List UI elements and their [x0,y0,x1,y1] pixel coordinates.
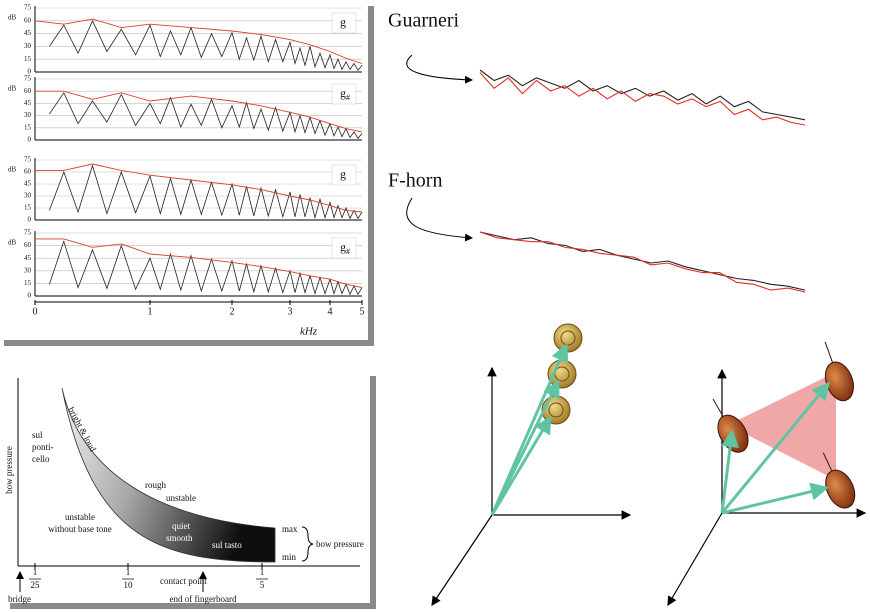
brace [302,527,313,561]
horn [542,396,570,424]
fraction-denominator: 5 [260,580,265,590]
x-tick-label: 3 [288,306,293,317]
range-label: max [282,524,298,534]
contact-ticks: 1 25 1 10 1 5 [29,563,268,590]
range-label: min [282,552,297,562]
fraction-numerator: 1 [260,567,265,577]
y-tick-label: 30 [24,111,32,119]
region-label: rough [145,480,166,490]
fraction-numerator: 1 [126,567,131,577]
region-label: quiet [172,521,190,531]
vector [492,382,558,515]
y-tick-label: 0 [28,292,32,300]
panel-shadow [4,340,374,346]
region-label: sul tasto [212,540,242,550]
panel-shadow [370,376,376,608]
spectrum-line [49,241,362,294]
y-tick-label: 75 [24,4,32,12]
y-tick-label: 0 [28,136,32,144]
y-tick-label: 45 [24,254,32,262]
range-label: bow pressure [316,539,364,549]
y-tick-label: 45 [24,29,32,37]
y-tick-label: 45 [24,99,32,107]
region-label: unstable [166,493,196,503]
y-axis-label: dB [8,239,17,247]
y-tick-label: 0 [28,216,32,224]
spectrum-line [49,166,362,219]
panel-label: g [340,167,346,181]
bow-diagram: bow pressure sul ponti- cello bright & l… [4,376,376,609]
y-axis-label: dB [8,85,17,93]
panel-label: g [340,167,346,181]
axis-label: bow pressure [4,446,14,494]
arrow [407,198,472,238]
y-tick-label: 75 [24,229,32,237]
panel-shadow [368,6,374,346]
y-tick-label: 75 [24,156,32,164]
panel-label: # [346,247,350,256]
profile-line [480,70,805,120]
vector [492,418,550,515]
panel-label: g [340,15,346,29]
triangle [728,372,836,480]
y-tick-label: 15 [24,279,32,287]
figure: kHz bow pressure sul ponti- cello bright… [0,0,870,613]
profile-line [480,232,805,292]
y-axis-label: dB [8,14,17,22]
chart-title: Guarneri [388,10,460,32]
x-tick-label: 5 [360,306,365,317]
axis-label: contact point [160,576,207,586]
violin-space [668,337,865,605]
y-tick-label: 15 [24,123,32,131]
axis [432,515,492,605]
y-tick-label: 15 [24,55,32,63]
arrow [407,55,472,80]
y-tick-label: 60 [24,168,32,176]
y-tick-label: 30 [24,42,32,50]
x-tick-label: 1 [148,306,153,317]
y-tick-label: 60 [24,87,32,95]
profile-line [480,73,805,125]
panel-label: g [340,15,346,29]
axis [668,513,722,605]
x-tick-label: 4 [328,306,333,317]
y-tick-label: 30 [24,266,32,274]
y-tick-label: 60 [24,241,32,249]
y-tick-label: 75 [24,75,32,83]
panel-label: # [346,93,350,102]
position-label: end of fingerboard [170,594,237,604]
x-tick-label: 2 [230,306,235,317]
fraction-numerator: 1 [33,567,38,577]
region-label: sul [32,430,43,440]
y-tick-label: 45 [24,180,32,188]
horn [554,324,582,352]
spectrum-line [49,21,362,71]
horn-space [432,324,630,605]
y-tick-label: 15 [24,204,32,212]
region-label: ponti- [32,442,54,452]
y-tick-label: 60 [24,16,32,24]
region-label: smooth [166,533,193,543]
region-label: cello [32,454,50,464]
y-tick-label: 30 [24,192,32,200]
fraction-denominator: 10 [124,580,134,590]
y-axis-label: dB [8,166,17,174]
fraction-denominator: 25 [31,580,41,590]
position-label: bridge [8,594,31,604]
chart-title: F-horn [388,170,442,192]
x-tick-label: 0 [33,306,38,317]
x-axis-label: kHz [300,326,318,338]
region-label: unstable [65,512,95,522]
region-label: without base tone [48,524,112,534]
